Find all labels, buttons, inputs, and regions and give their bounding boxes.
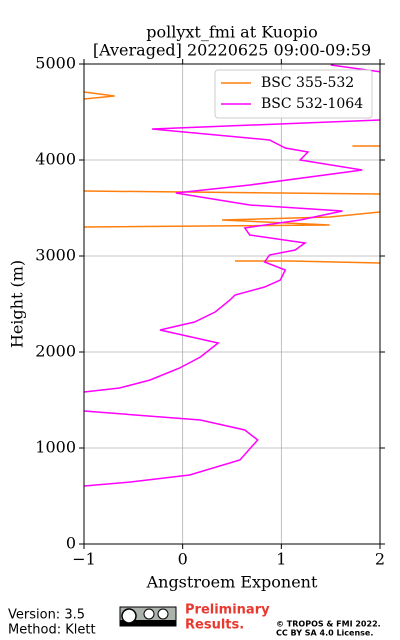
version: Version: 3.5 [8, 608, 85, 623]
legend-label: BSC 532-1064 [261, 96, 363, 112]
y-tick-label: 5000 [35, 54, 76, 73]
y-tick-label: 4000 [35, 150, 76, 169]
notice: Preliminary [185, 603, 270, 618]
copyright: CC BY SA 4.0 License. [276, 629, 373, 638]
y-tick-label: 1000 [35, 438, 76, 457]
notice: Results. [185, 618, 244, 633]
copyright: © TROPOS & FMI 2022. [276, 620, 381, 629]
y-axis-label: Height (m) [8, 260, 27, 348]
plot-frame [83, 63, 381, 545]
legend-box [214, 69, 373, 119]
x-tick-label: −1 [72, 550, 96, 569]
chart-subtitle: [Averaged] 20220625 09:00-09:59 [93, 41, 371, 60]
x-axis-label: Angstroem Exponent [146, 573, 318, 592]
series-line [84, 64, 380, 487]
x-tick-label: 2 [375, 550, 385, 569]
x-tick-label: 1 [276, 550, 286, 569]
x-tick-label: 0 [178, 550, 188, 569]
y-tick-label: 0 [66, 534, 76, 553]
y-tick-label: 3000 [35, 246, 76, 265]
chart-title: pollyxt_fmi at Kuopio [146, 23, 317, 42]
legend-label: BSC 355-532 [261, 75, 354, 91]
cc-logo [119, 606, 177, 627]
series-line [84, 91, 380, 264]
y-tick-label: 2000 [35, 342, 76, 361]
method: Method: Klett [8, 623, 96, 638]
